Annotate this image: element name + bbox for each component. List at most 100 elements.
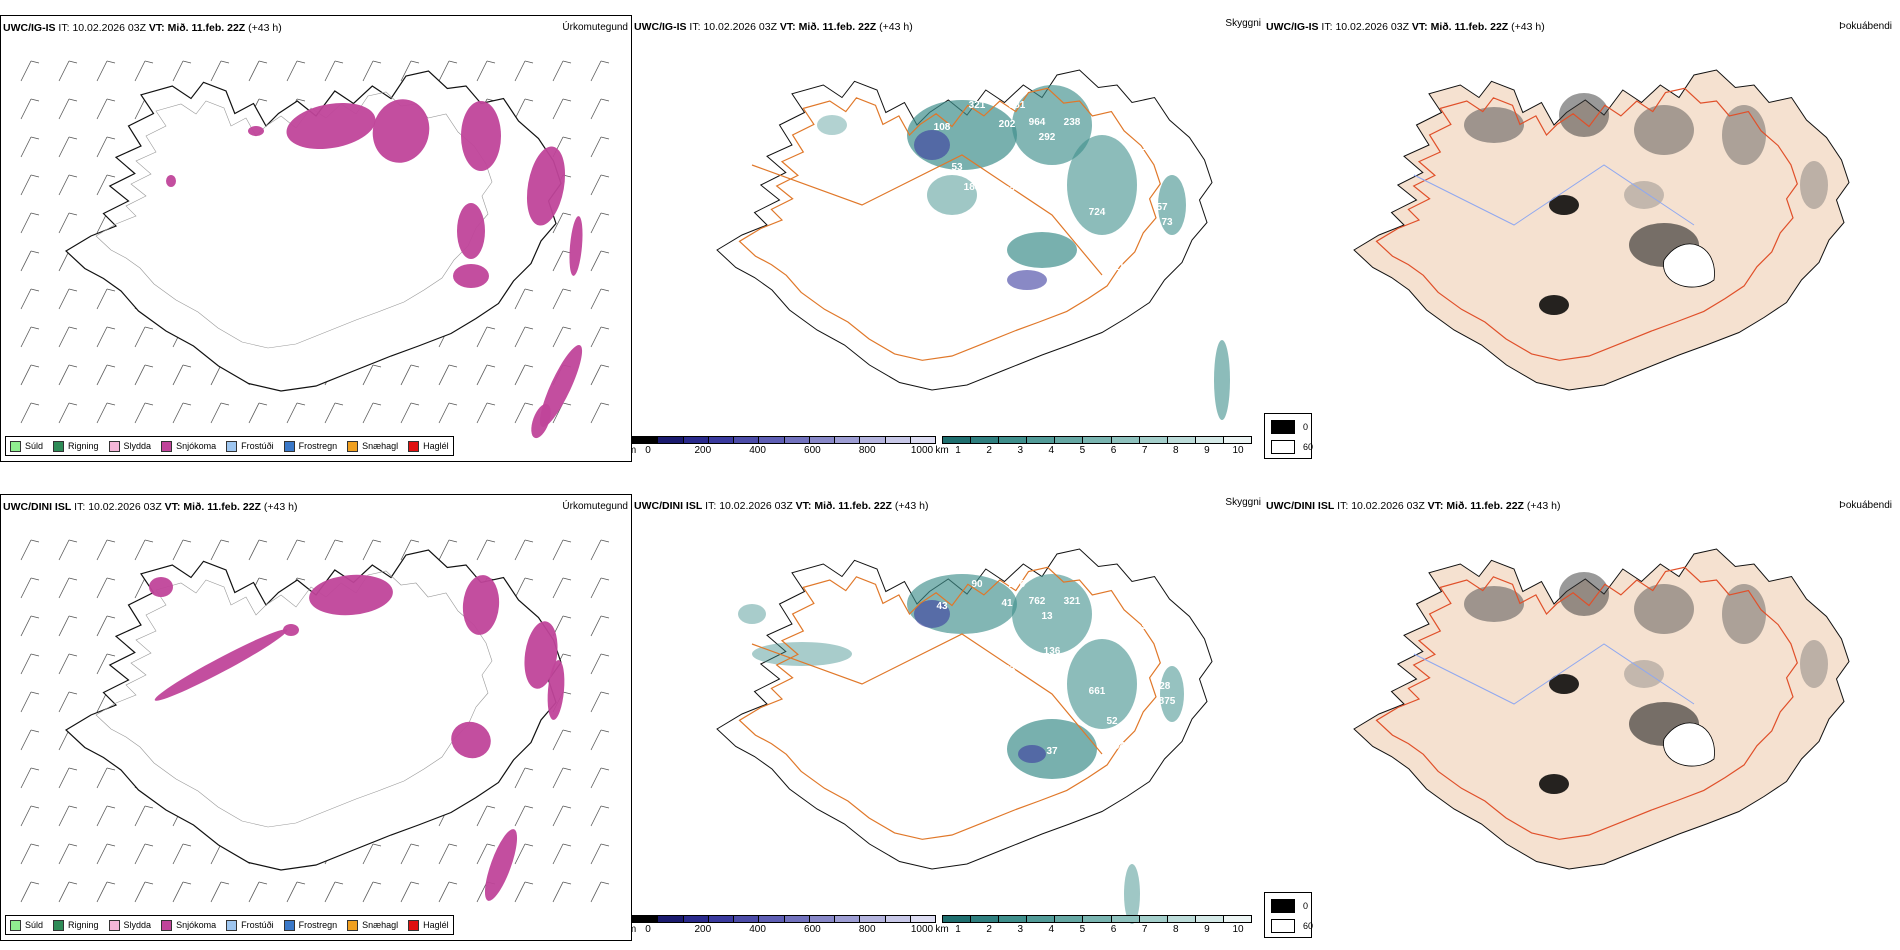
cloud-base-value: 875 <box>1159 696 1176 707</box>
colorbar-tick: 1000 <box>910 445 934 456</box>
colorbar-tick: 7 <box>1141 924 1148 935</box>
wind-barb <box>96 615 116 637</box>
legend-item: Slydda <box>108 919 151 931</box>
wind-barb <box>210 402 230 424</box>
wind-barb <box>362 60 382 82</box>
wind-barb <box>590 729 610 751</box>
wind-barb <box>58 881 78 903</box>
wind-barb <box>590 577 610 599</box>
legend-label: Súld <box>25 920 44 930</box>
colorbar-cell <box>943 437 972 443</box>
fog-index-area <box>1800 640 1828 688</box>
legend-swatch <box>347 440 359 452</box>
fog-index-area <box>1549 195 1579 215</box>
wind-barb <box>590 843 610 865</box>
precip-panel-dini: UWC/DINI ISL IT: 10.02.2026 03Z VT: Mið.… <box>0 494 632 941</box>
cloud-base-value: 93 <box>966 661 978 672</box>
panel-title: UWC/DINI ISL IT: 10.02.2026 03Z VT: Mið.… <box>634 500 928 512</box>
wind-barb <box>362 364 382 386</box>
colorbar-cell <box>1083 916 1112 922</box>
wind-barb <box>20 615 40 637</box>
wind-barb <box>20 326 40 348</box>
it-label: IT: <box>1321 21 1333 33</box>
wind-barb <box>400 364 420 386</box>
wind-barb <box>134 881 154 903</box>
colorbar-unit: km <box>935 924 949 935</box>
colorbar-tick: 6 <box>1110 924 1117 935</box>
fog-map-igis <box>1353 69 1850 391</box>
wind-barb <box>552 539 572 561</box>
legend-item: Frostregn <box>283 919 337 931</box>
visibility-colorbar: km 1 2 3 4 5 6 7 8 9 10 <box>935 436 1252 456</box>
colorbar-cell <box>809 916 835 922</box>
colorbar-tick: 9 <box>1204 924 1210 935</box>
colorbar-cell <box>759 437 785 443</box>
snow-area <box>461 101 501 171</box>
wind-barb <box>20 364 40 386</box>
cloud-base-value: 188 <box>964 182 981 193</box>
visibility-area <box>1158 175 1186 235</box>
visibility-area <box>738 604 766 624</box>
legend-item: Frostúði <box>226 440 274 452</box>
wind-barb <box>590 250 610 272</box>
cloud-base-value: 762 <box>1029 596 1046 607</box>
colorbar-tick: 600 <box>804 445 821 456</box>
fog-legend-swatch <box>1271 899 1295 913</box>
wind-barb <box>58 364 78 386</box>
vt-value: Mið. 11.feb. 22Z <box>798 21 877 33</box>
legend-swatch <box>53 440 65 452</box>
wind-barb <box>96 653 116 675</box>
visibility-area <box>1067 639 1137 729</box>
wind-barb <box>58 539 78 561</box>
cloud-base-value: 724 <box>1089 207 1106 218</box>
precip-map-dini <box>20 539 610 903</box>
wind-barb <box>590 288 610 310</box>
colorbar-cell <box>784 916 810 922</box>
wind-barb <box>58 402 78 424</box>
colorbar-tick: 10 <box>1232 924 1244 935</box>
iceland-land <box>1353 69 1850 391</box>
legend-swatch <box>161 919 173 931</box>
wind-barb <box>210 539 230 561</box>
legend-label: Rigning <box>68 920 99 930</box>
snow-area <box>309 574 393 616</box>
colorbar-cell <box>971 437 1000 443</box>
colorbar-cell <box>658 437 684 443</box>
cloud-base-value: 42 <box>951 641 963 652</box>
wind-barb <box>552 212 572 234</box>
wind-barb <box>476 843 496 865</box>
fog-panel-dini: UWC/DINI ISL IT: 10.02.2026 03Z VT: Mið.… <box>1264 494 1900 941</box>
fog-panel-name: Þokuábendi <box>1839 21 1892 32</box>
fog-legend-label: 0 <box>1303 422 1309 432</box>
fog-legend-swatch <box>1271 919 1295 933</box>
snow-area <box>531 403 551 439</box>
vt-label: VT: <box>1427 500 1444 512</box>
wind-barb <box>248 402 268 424</box>
cloud-base-value: 237 <box>1144 728 1161 739</box>
cloud-base-value: 90 <box>971 579 983 590</box>
colorbar-cell <box>1195 437 1224 443</box>
it-value: 10.02.2026 03Z <box>72 22 146 34</box>
road-network <box>1375 87 1798 361</box>
wind-barb <box>96 881 116 903</box>
colorbar-cell <box>860 437 886 443</box>
cloud-base-value: 964 <box>1029 117 1046 128</box>
wind-barb <box>438 539 458 561</box>
wind-barb <box>590 212 610 234</box>
glacier <box>1663 243 1715 288</box>
wind-barb <box>210 881 230 903</box>
fog-legend-label: 60 <box>1303 921 1314 931</box>
road-network <box>95 570 493 828</box>
colorbar-tick: 3 <box>1017 445 1023 456</box>
legend-item: Frostregn <box>283 440 337 452</box>
legend-item: Rigning <box>53 440 99 452</box>
it-value: 10.02.2026 03Z <box>1351 500 1425 512</box>
wind-barb <box>590 364 610 386</box>
legend-label: Slydda <box>123 441 152 451</box>
wind-barb <box>552 881 572 903</box>
wind-barb <box>476 326 496 348</box>
colorbar-tick: 0 <box>645 924 651 935</box>
it-value: 10.02.2026 03Z <box>719 500 793 512</box>
wind-barb <box>552 843 572 865</box>
wind-barb <box>20 691 40 713</box>
